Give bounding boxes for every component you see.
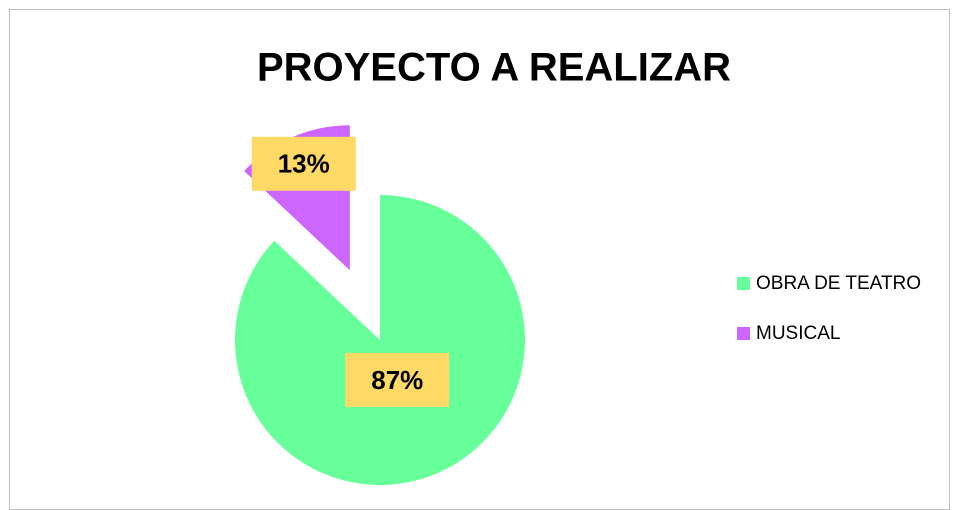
legend-label: MUSICAL: [756, 323, 840, 344]
chart-title: PROYECTO A REALIZAR: [257, 46, 731, 90]
data-label: 13%: [278, 149, 330, 179]
data-label-box: [345, 352, 450, 407]
data-label: 87%: [371, 365, 423, 395]
pie-slice: [235, 195, 525, 485]
legend-label: OBRA DE TEATRO: [756, 273, 921, 294]
legend-swatch: [737, 327, 750, 340]
legend-swatch: [737, 277, 750, 290]
data-label-box: [251, 136, 356, 191]
